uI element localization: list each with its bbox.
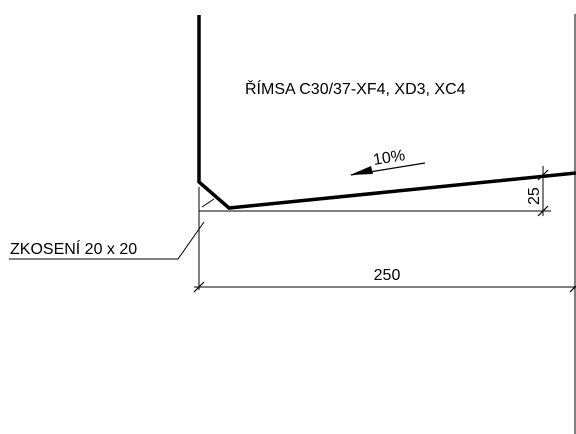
- chamfer-corner-line: [201, 198, 215, 208]
- material-label: ŘÍMSA C30/37-XF4, XD3, XC4: [245, 79, 466, 98]
- cornice-outline: [197, 15, 576, 210]
- height-dimension-tick-top: [537, 169, 549, 181]
- width-dimension-tick-left: [193, 281, 205, 293]
- width-dimension-label: 250: [374, 267, 401, 284]
- height-dimension-tick-bottom: [537, 205, 549, 217]
- chamfer-leader-line: [9, 221, 205, 260]
- slope-arrow-head: [350, 166, 373, 175]
- height-dimension-label: 25: [526, 187, 543, 205]
- width-dimension-tick-right: [569, 285, 576, 293]
- slope-label: 10%: [372, 147, 406, 169]
- chamfer-label: ZKOSENÍ 20 x 20: [10, 239, 137, 258]
